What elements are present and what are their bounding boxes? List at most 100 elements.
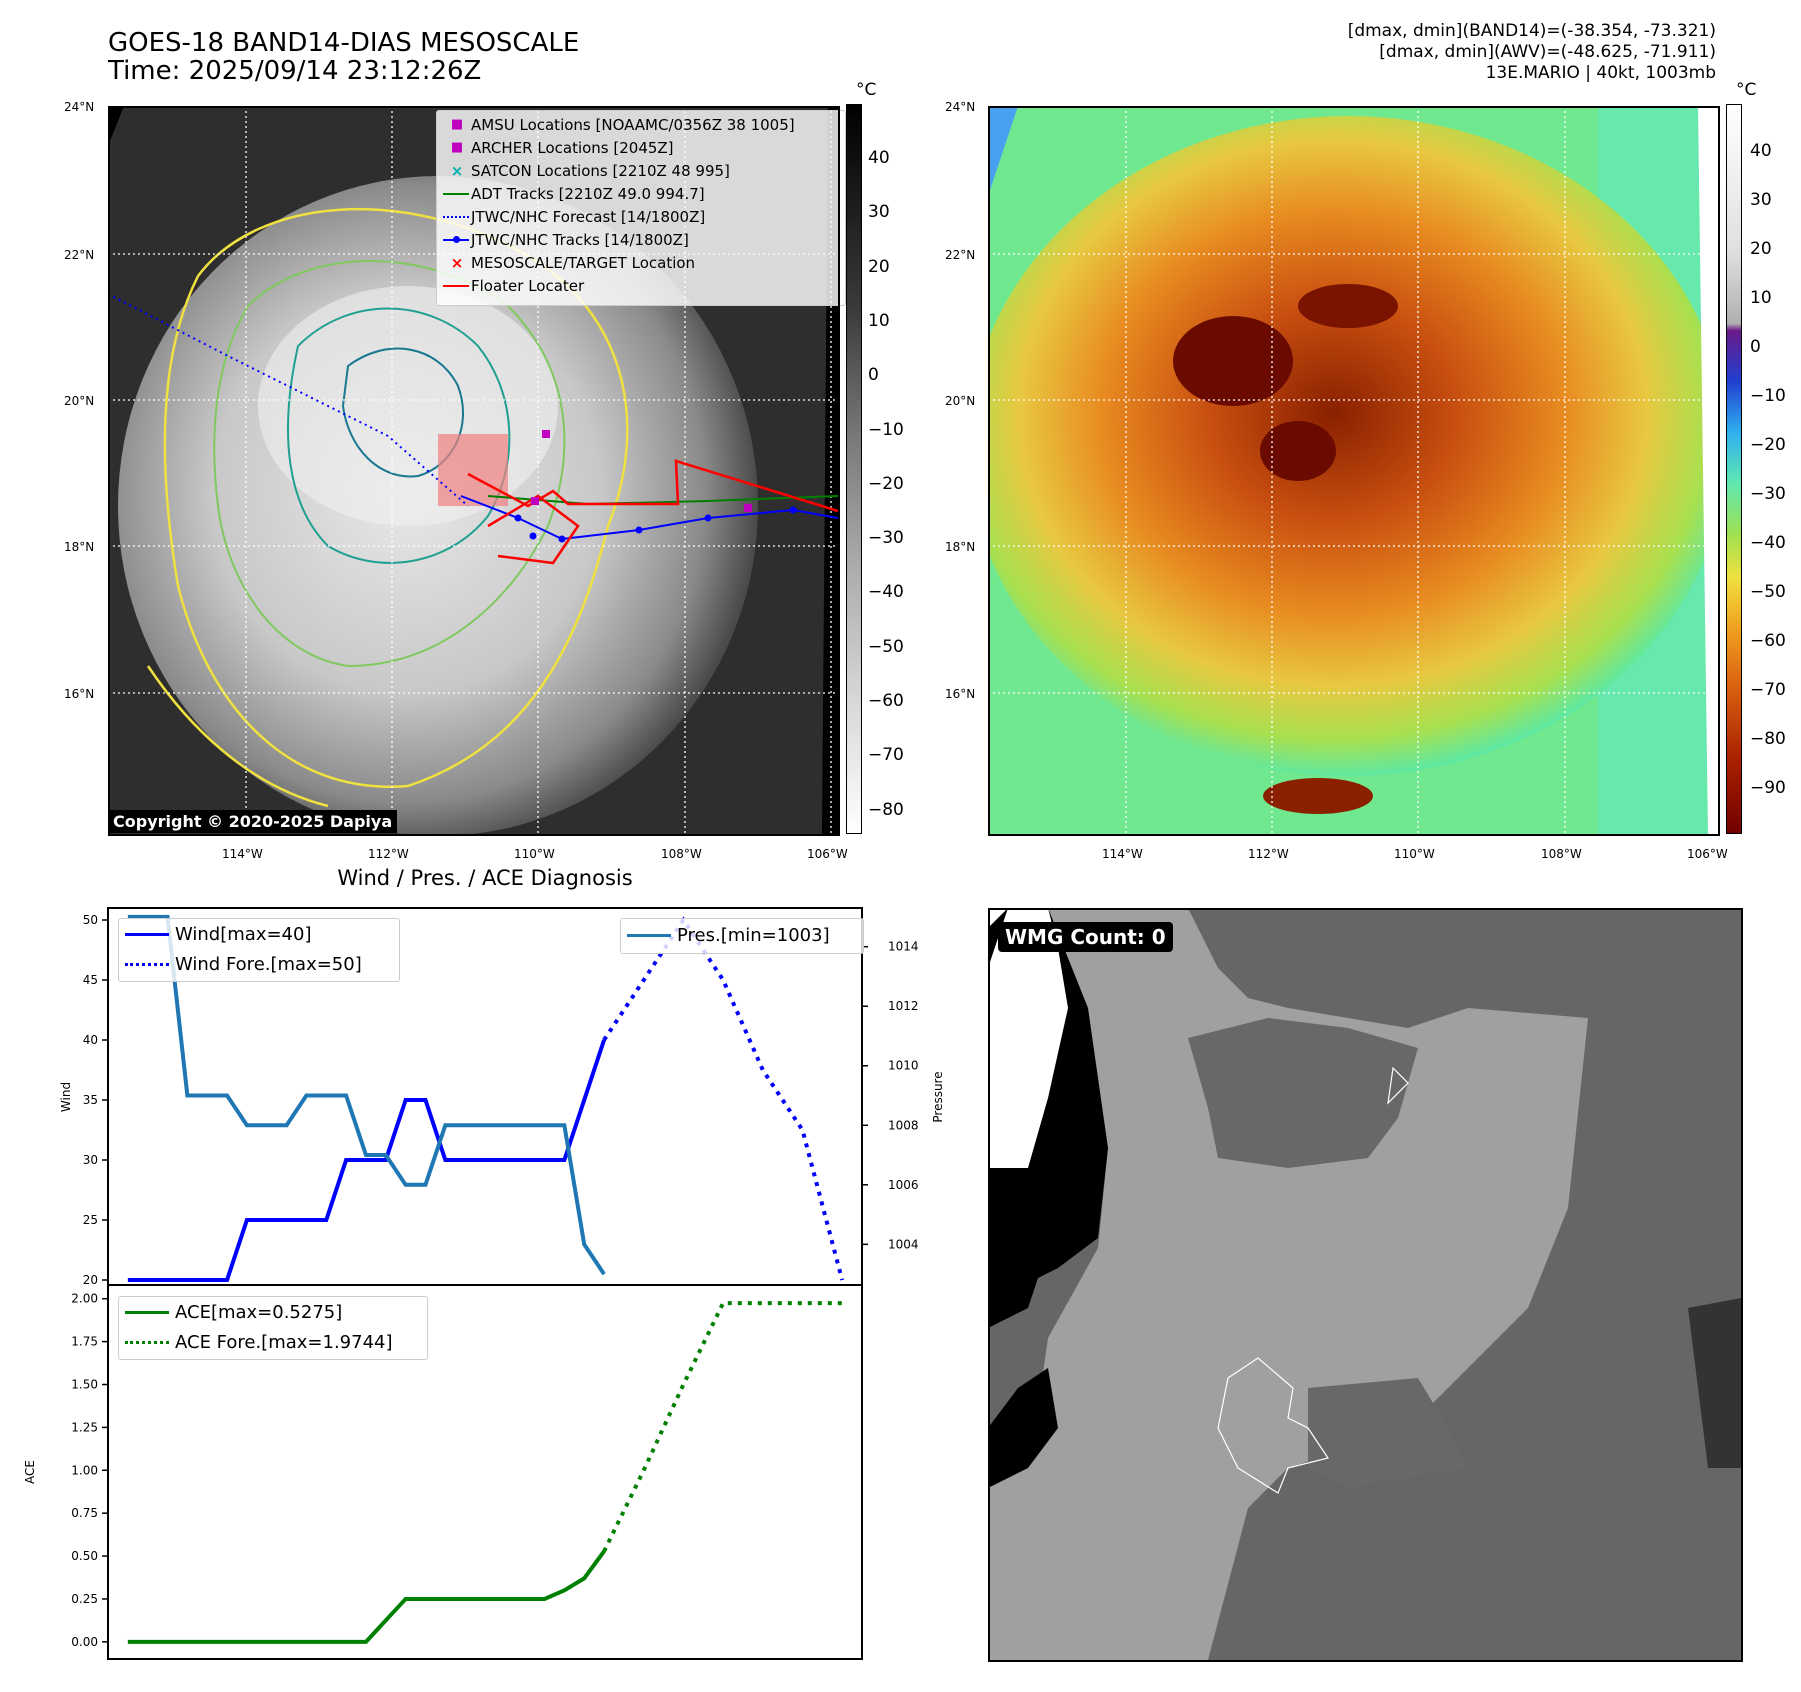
colorbar-tick: −90 [1750, 778, 1786, 798]
lat-label: 24°N [64, 100, 95, 114]
lat-label: 22°N [945, 248, 976, 262]
lon-label: 114°W [222, 847, 263, 861]
colorbar-tick: 40 [1750, 141, 1772, 161]
colorbar-tick: −30 [868, 528, 904, 549]
lon-label: 106°W [807, 847, 848, 861]
dotted-line-icon [125, 1340, 175, 1344]
y-axis-label: ACE [23, 1460, 37, 1484]
colorbar-tick: 20 [868, 256, 890, 277]
x-marker-icon: × [450, 253, 464, 272]
colorbar-tick: 40 [868, 148, 890, 168]
wmg-frame [988, 908, 1743, 1662]
legend-item-pressure: Pres.[min=1003] [627, 919, 857, 951]
colorbar-tick: −20 [868, 473, 904, 494]
colorbar-tick: −50 [1750, 582, 1786, 602]
colorbar-tick: −10 [868, 419, 904, 440]
lon-label: 114°W [1102, 847, 1143, 861]
legend-label: JTWC/NHC Tracks [14/1800Z] [471, 230, 689, 249]
series-line [602, 916, 845, 1281]
pressure-legend: Pres.[min=1003] [620, 918, 864, 954]
line-marker-icon [443, 284, 471, 287]
y-tick-label: 0.75 [71, 1506, 98, 1520]
x-marker-icon: × [450, 161, 464, 180]
storm-info: 13E.MARIO | 40kt, 1003mb [1485, 63, 1716, 83]
lat-label: 16°N [64, 687, 95, 701]
wind-legend: Wind[max=40] Wind Fore.[max=50] [118, 918, 400, 982]
y2-tick-label: 1014 [888, 940, 919, 954]
copyright-label: Copyright © 2020-2025 Dapiya [108, 810, 398, 833]
line-marker-icon [627, 933, 677, 937]
colorbar-tick: 30 [868, 202, 890, 223]
series-line [602, 1301, 843, 1553]
lon-label: 108°W [661, 847, 702, 861]
series-line [127, 1039, 606, 1282]
ace-legend: ACE[max=0.5275] ACE Fore.[max=1.9744] [118, 1296, 428, 1360]
diagnosis-title: Wind / Pres. / ACE Diagnosis [337, 866, 633, 890]
legend-item-ace: ACE[max=0.5275] [125, 1297, 421, 1327]
colorbar-tick: −60 [1750, 631, 1786, 651]
line-marker-icon [443, 192, 471, 195]
y-tick-label: 40 [83, 1033, 98, 1047]
gray-colorbar [846, 104, 862, 834]
legend-label: SATCON Locations [2210Z 48 995] [471, 161, 730, 180]
legend-label: Pres.[min=1003] [677, 924, 830, 946]
square-marker-icon: ■ [450, 117, 464, 132]
legend-label: AMSU Locations [NOAAMC/0356Z 38 1005] [471, 115, 795, 134]
legend-item-forecast: JTWC/NHC Forecast [14/1800Z] [443, 205, 839, 228]
legend-item-wind-forecast: Wind Fore.[max=50] [125, 949, 393, 979]
legend-item-satcon: × SATCON Locations [2210Z 48 995] [443, 159, 839, 182]
legend-item-archer: ■ ARCHER Locations [2045Z] [443, 136, 839, 159]
y-tick-label: 25 [83, 1213, 98, 1227]
line-marker-icon [125, 932, 175, 936]
y-tick-label: 2.00 [71, 1292, 98, 1306]
colorbar-tick: −40 [1750, 533, 1786, 553]
dotted-line-icon [443, 215, 471, 218]
lat-label: 22°N [64, 248, 95, 262]
lat-label: 18°N [945, 540, 976, 554]
y-tick-label: 0.25 [71, 1592, 98, 1606]
gray-colorbar-unit: °C [856, 80, 877, 100]
legend-label: ARCHER Locations [2045Z] [471, 138, 674, 157]
colorbar-tick: −50 [868, 636, 904, 657]
lon-label: 112°W [368, 847, 409, 861]
square-marker-icon: ■ [450, 140, 464, 155]
y-tick-label: 20 [83, 1273, 98, 1287]
y-tick-label: 0.00 [71, 1635, 98, 1649]
legend-item-floater: Floater Locater [443, 274, 839, 297]
y2-tick-label: 1004 [888, 1237, 919, 1251]
y-tick-label: 1.75 [71, 1335, 98, 1349]
lat-label: 20°N [945, 394, 976, 408]
lat-label: 18°N [64, 540, 95, 554]
series-line [127, 1550, 606, 1644]
y-tick-label: 1.25 [71, 1420, 98, 1434]
title-line2: Time: 2025/09/14 23:12:26Z [108, 56, 482, 86]
colorbar-tick: 10 [1750, 288, 1772, 308]
colorbar-tick: −10 [1750, 386, 1786, 406]
legend-item-tracks: JTWC/NHC Tracks [14/1800Z] [443, 228, 839, 251]
colorbar-tick: 30 [1750, 190, 1772, 210]
colorbar-tick: 20 [1750, 239, 1772, 259]
lon-label: 106°W [1687, 847, 1728, 861]
color-colorbar [1726, 104, 1742, 834]
colorbar-tick: −70 [868, 745, 904, 766]
line-marker-icon [125, 1310, 175, 1314]
line-dot-icon [443, 235, 471, 243]
legend-label: ACE Fore.[max=1.9744] [175, 1331, 393, 1353]
y2-tick-label: 1006 [888, 1178, 919, 1192]
legend-item-target: × MESOSCALE/TARGET Location [443, 251, 839, 274]
ir-map-frame [108, 106, 840, 836]
lat-label: 16°N [945, 687, 976, 701]
dotted-line-icon [125, 962, 175, 966]
title-line1: GOES-18 BAND14-DIAS MESOSCALE [108, 28, 580, 58]
y-tick-label: 1.00 [71, 1463, 98, 1477]
y2-tick-label: 1010 [888, 1059, 919, 1073]
ir-map-legend: ■ AMSU Locations [NOAAMC/0356Z 38 1005] ■… [436, 110, 846, 306]
y2-tick-label: 1012 [888, 999, 919, 1013]
lon-label: 110°W [1394, 847, 1435, 861]
y-tick-label: 0.50 [71, 1549, 98, 1563]
wmg-image [988, 908, 1741, 1660]
y-tick-label: 30 [83, 1153, 98, 1167]
wmg-count-label: WMG Count: 0 [998, 922, 1173, 952]
y2-tick-label: 1008 [888, 1118, 919, 1132]
legend-item-adt: ADT Tracks [2210Z 49.0 994.7] [443, 182, 839, 205]
